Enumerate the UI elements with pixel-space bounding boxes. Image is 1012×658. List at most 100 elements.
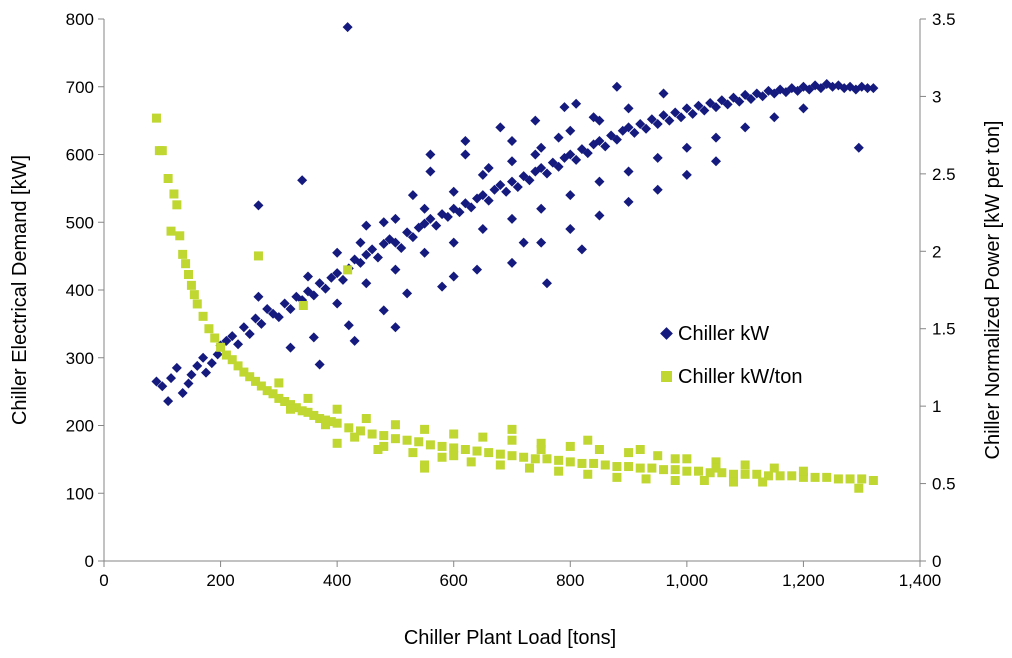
data-point-chiller-kw-per-ton bbox=[612, 462, 622, 472]
data-point-chiller-kw bbox=[361, 278, 372, 289]
data-point-chiller-kw bbox=[177, 387, 188, 398]
data-point-chiller-kw-per-ton bbox=[519, 452, 529, 462]
data-point-chiller-kw bbox=[629, 127, 640, 138]
data-point-chiller-kw-per-ton bbox=[647, 463, 657, 473]
data-point-chiller-kw-per-ton bbox=[449, 451, 459, 461]
data-point-chiller-kw bbox=[308, 332, 319, 343]
data-point-chiller-kw bbox=[489, 184, 500, 195]
data-point-chiller-kw-per-ton bbox=[833, 474, 843, 484]
data-point-chiller-kw bbox=[273, 312, 284, 323]
data-point-chiller-kw bbox=[250, 313, 261, 324]
y-tick-label: 300 bbox=[66, 349, 94, 368]
data-point-chiller-kw bbox=[734, 96, 745, 107]
data-point-chiller-kw-per-ton bbox=[507, 424, 517, 434]
data-point-chiller-kw-per-ton bbox=[653, 451, 663, 461]
data-point-chiller-kw bbox=[623, 196, 634, 207]
data-point-chiller-kw bbox=[594, 135, 605, 146]
data-point-chiller-kw bbox=[495, 179, 506, 190]
data-point-chiller-kw-per-ton bbox=[787, 471, 797, 481]
data-point-chiller-kw-per-ton bbox=[507, 451, 517, 461]
data-point-chiller-kw bbox=[279, 298, 290, 309]
data-point-chiller-kw bbox=[308, 290, 319, 301]
data-point-chiller-kw-per-ton bbox=[460, 445, 470, 455]
data-point-chiller-kw-per-ton bbox=[554, 466, 564, 476]
data-point-chiller-kw-per-ton bbox=[798, 472, 808, 482]
data-point-chiller-kw bbox=[862, 83, 873, 94]
data-point-chiller-kw bbox=[378, 217, 389, 228]
data-point-chiller-kw bbox=[396, 242, 407, 253]
data-point-chiller-kw-per-ton bbox=[268, 389, 278, 399]
data-point-chiller-kw-per-ton bbox=[507, 435, 517, 445]
x-tick-label: 400 bbox=[323, 571, 351, 590]
y2-tick-label: 1.5 bbox=[932, 320, 956, 339]
data-point-chiller-kw bbox=[588, 112, 599, 123]
data-point-chiller-kw bbox=[565, 224, 576, 235]
data-point-chiller-kw bbox=[541, 168, 552, 179]
data-point-chiller-kw-per-ton bbox=[752, 469, 762, 479]
data-point-chiller-kw-per-ton bbox=[256, 381, 266, 391]
data-point-chiller-kw bbox=[192, 360, 203, 371]
y2-axis-title: Chiller Normalized Power [kW per ton] bbox=[982, 121, 1004, 460]
y-tick-label: 100 bbox=[66, 484, 94, 503]
data-point-chiller-kw-per-ton bbox=[344, 423, 354, 433]
data-point-chiller-kw bbox=[524, 175, 535, 186]
data-point-chiller-kw bbox=[769, 112, 780, 123]
data-point-chiller-kw-per-ton bbox=[589, 458, 599, 468]
data-point-chiller-kw bbox=[402, 288, 413, 299]
data-point-chiller-kw bbox=[314, 359, 325, 370]
y2-axis-ticks: 0 0.5 1 1.5 2 2.5 3 3.5 bbox=[920, 10, 956, 571]
data-point-chiller-kw-per-ton bbox=[659, 465, 669, 475]
data-point-chiller-kw bbox=[658, 110, 669, 121]
data-point-chiller-kw-per-ton bbox=[166, 226, 176, 236]
plot-area: 0 200 400 600 800 1,000 1,200 1,400 0 100 200 300 4… bbox=[66, 10, 956, 590]
data-point-chiller-kw bbox=[466, 202, 477, 213]
data-point-chiller-kw bbox=[332, 247, 343, 258]
y2-tick-label: 3.5 bbox=[932, 10, 956, 29]
x-axis-title: Chiller Plant Load [tons] bbox=[404, 627, 616, 649]
data-point-chiller-kw-per-ton bbox=[641, 474, 651, 484]
data-point-chiller-kw bbox=[253, 291, 264, 302]
data-point-chiller-kw bbox=[349, 335, 360, 346]
data-point-chiller-kw-per-ton bbox=[717, 468, 727, 478]
data-point-chiller-kw-per-ton bbox=[437, 452, 447, 462]
data-point-chiller-kw-per-ton bbox=[740, 460, 750, 470]
data-point-chiller-kw bbox=[454, 207, 465, 218]
data-point-chiller-kw-per-ton bbox=[822, 472, 832, 482]
y-tick-label: 500 bbox=[66, 213, 94, 232]
data-point-chiller-kw-per-ton bbox=[798, 466, 808, 476]
data-point-chiller-kw-per-ton bbox=[705, 468, 715, 478]
data-point-chiller-kw-per-ton bbox=[189, 290, 199, 300]
data-point-chiller-kw bbox=[687, 108, 698, 119]
y2-tick-label: 0.5 bbox=[932, 475, 956, 494]
data-point-chiller-kw bbox=[431, 220, 442, 231]
data-point-chiller-kw-per-ton bbox=[775, 471, 785, 481]
data-point-chiller-kw bbox=[460, 135, 471, 146]
data-point-chiller-kw-per-ton bbox=[184, 270, 194, 280]
data-point-chiller-kw-per-ton bbox=[425, 440, 435, 450]
data-point-chiller-kw bbox=[402, 227, 413, 238]
x-tick-label: 600 bbox=[440, 571, 468, 590]
data-point-chiller-kw-per-ton bbox=[309, 410, 319, 420]
data-point-chiller-kw-per-ton bbox=[274, 378, 284, 388]
legend-entry-chiller-kw-per-ton: Chiller kW/ton bbox=[661, 366, 802, 388]
data-point-chiller-kw-per-ton bbox=[466, 457, 476, 467]
data-point-chiller-kw-per-ton bbox=[379, 441, 389, 451]
data-point-chiller-kw-per-ton bbox=[769, 463, 779, 473]
data-point-chiller-kw bbox=[652, 184, 663, 195]
data-point-chiller-kw bbox=[303, 271, 313, 282]
data-point-chiller-kw bbox=[163, 396, 174, 407]
data-point-chiller-kw-per-ton bbox=[854, 483, 864, 493]
data-point-chiller-kw-per-ton bbox=[178, 249, 188, 259]
data-point-chiller-kw-per-ton bbox=[151, 113, 161, 123]
data-point-chiller-kw bbox=[565, 149, 576, 160]
data-point-chiller-kw bbox=[390, 237, 401, 248]
data-point-chiller-kw-per-ton bbox=[361, 414, 371, 424]
data-point-chiller-kw-per-ton bbox=[624, 448, 634, 458]
data-point-chiller-kw bbox=[507, 176, 517, 187]
data-point-chiller-kw bbox=[553, 161, 564, 172]
x-tick-label: 1,000 bbox=[666, 571, 709, 590]
data-point-chiller-kw-per-ton bbox=[291, 403, 301, 413]
data-point-chiller-kw-per-ton bbox=[297, 406, 307, 416]
data-point-chiller-kw-per-ton bbox=[408, 448, 418, 458]
data-point-chiller-kw bbox=[681, 142, 692, 153]
